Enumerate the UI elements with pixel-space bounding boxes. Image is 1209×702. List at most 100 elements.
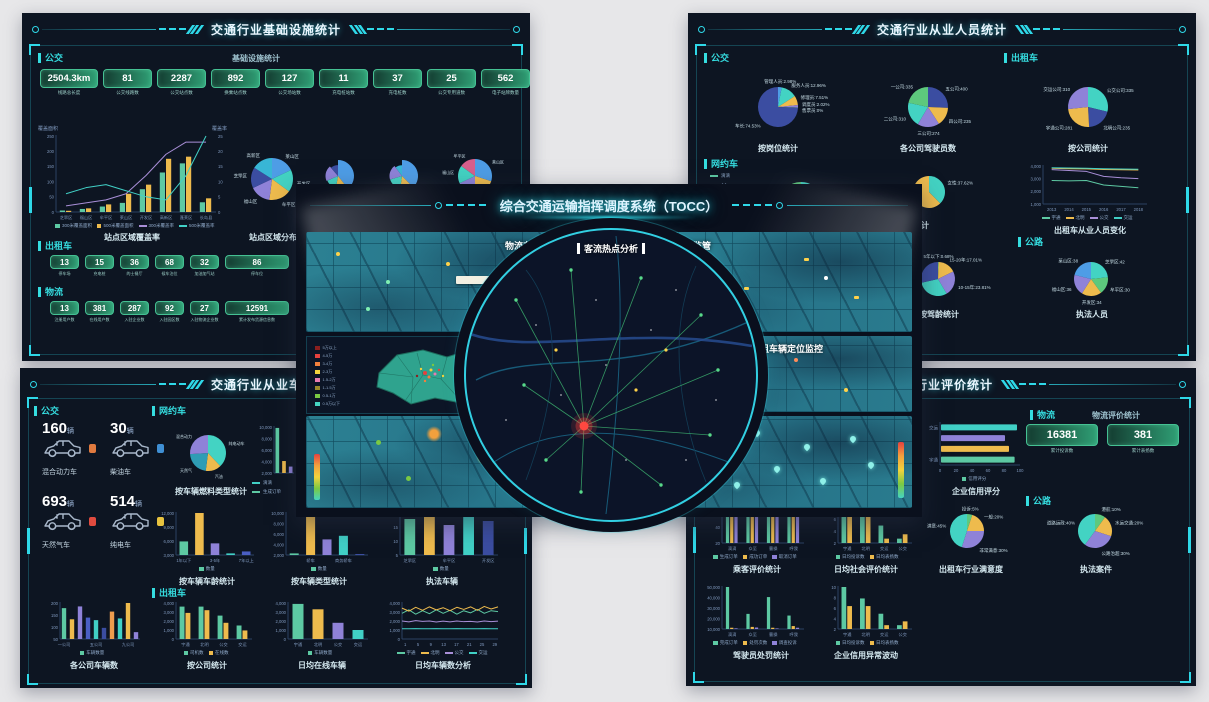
svg-text:5: 5 — [396, 553, 399, 558]
chart-title: 执法车辆 — [426, 577, 458, 586]
legend-item[interactable]: 车辆数量 — [79, 650, 104, 656]
legend-item[interactable]: 北明 — [1065, 215, 1085, 221]
legend-item[interactable]: 滴滴 — [710, 173, 730, 179]
stat-box: 36 — [120, 255, 149, 269]
legend-item[interactable]: 交运 — [1113, 215, 1133, 221]
legend-swatch — [208, 650, 213, 656]
legend-item[interactable]: 车辆数量 — [307, 650, 332, 656]
law-staff-pie[interactable]: 芝罘区:42 牟平区:30 开发区:34 福山区:36 莱山区:38 — [1052, 251, 1131, 307]
legend-item[interactable]: 3-4万 — [315, 361, 340, 367]
legend-item[interactable]: 300米覆盖率 — [138, 223, 174, 229]
svg-text:3,000: 3,000 — [276, 610, 287, 615]
svg-text:4: 4 — [834, 616, 837, 621]
map-tooltip — [456, 276, 490, 284]
credit-score-chart[interactable]: 交运 宇通 0 20 40 60 80 100 信用评分 — [924, 420, 1024, 482]
legend-item[interactable]: 日均表扬数 — [869, 554, 899, 560]
driver-pie[interactable]: 五公司:400 四公司:235 三公司:274 二公司:310 一公司:335 — [884, 75, 972, 139]
legend-item[interactable]: 完成订单 — [713, 640, 738, 646]
driver-punish-chart[interactable]: 50,000 40,000 30,000 20,000 10,000 滴滴 众至 曹操 呼我 完成… — [702, 584, 808, 646]
legend-item[interactable]: 5万以上 — [315, 345, 340, 351]
header-circle-icon — [30, 380, 37, 388]
legend-item[interactable]: 数量 — [199, 566, 215, 572]
legend-item[interactable]: 500米覆盖面积 — [96, 223, 134, 229]
svg-text:29: 29 — [492, 642, 497, 647]
law-vehicle-chart[interactable]: 2015105芝罘区牟平区开发区数量 — [380, 510, 502, 572]
legend-item[interactable]: 1-1.5万 — [315, 385, 340, 391]
svg-text:1: 1 — [404, 642, 407, 647]
legend-swatch — [315, 345, 320, 351]
chart-svg: 2015105芝罘区牟平区开发区 — [393, 511, 498, 564]
legend-item[interactable]: 交运 — [468, 650, 488, 656]
chart-title: 按公司统计 — [187, 661, 227, 670]
legend-item[interactable]: 宇通 — [1041, 215, 1061, 221]
coverage-chart[interactable]: 250 200 150 100 50 0 25 20 15 10 5 0 芝罘区 福山区 牟平区 莱山区 开发区… — [36, 133, 234, 229]
svg-text:四公司:235: 四公司:235 — [949, 119, 972, 124]
header-dash — [844, 28, 852, 30]
section-taxi: 出租车 — [1004, 53, 1038, 63]
legend-label: 公交 — [454, 650, 464, 655]
legend-item[interactable]: 处罚次数 — [742, 640, 767, 646]
credit-fluctuation-chart[interactable]: 10 8 6 4 2 宇通 北明 交运 公交 日均投诉数 日均表扬数 — [818, 584, 916, 646]
legend-item[interactable]: 北明 — [420, 650, 440, 656]
legend-item[interactable]: 300米覆盖面积 — [55, 223, 92, 229]
panel-title: 交通行业基础设施统计 — [211, 22, 342, 37]
legend-swatch — [420, 652, 429, 654]
company-vehicle-chart[interactable]: 200 150 100 50 一公司 五公司 九公司 车辆数量 — [40, 600, 144, 656]
daily-analysis-chart[interactable]: 4,000 3,000 2,000 1,000 0 1 5 9 13 17 21 25 29 宇通 北明 公交… — [382, 600, 502, 656]
svg-text:0: 0 — [398, 637, 401, 642]
legend-item[interactable]: 在线数 — [208, 650, 229, 656]
legend-swatch — [710, 175, 718, 177]
satisfaction-pie[interactable]: 投诉:5% 一般:20% 非常满意:30% 满意:45% — [927, 504, 1008, 558]
legend-item[interactable]: 日均投诉数 — [835, 554, 865, 560]
job-pie[interactable]: 管理人员:2.98% 服务人员:12.96% 修理员:7.51% 调度员:2.02% 售… — [735, 75, 829, 139]
legend-label: 公交 — [1099, 215, 1109, 220]
driving-age-pie[interactable]: 5年以下:0.68% 15-20年:17.01% 10-15年:23.81% — [906, 251, 991, 307]
legend-item[interactable]: 500米覆盖率 — [179, 223, 215, 229]
legend-item[interactable]: 生成订单 — [713, 554, 738, 560]
vehicle-age-chart[interactable]: 12,000 9,000 6,000 3,000 1年以下 3-5年 7年以上 数量 — [156, 510, 258, 572]
legend-item[interactable]: 2-3万 — [315, 369, 340, 375]
wyc-order-chart[interactable]: 10,000 8,000 6,000 4,000 2,000 — [254, 424, 298, 476]
legend-item[interactable]: 日均表扬数 — [869, 640, 899, 646]
taxi-company-pie[interactable]: 公交公司:335 北明公司:235 宇通公司:281 交运公司:310 — [1043, 75, 1134, 139]
car-icon — [44, 440, 81, 458]
district-pie[interactable]: 莱山区开发区牟平区 福山区 芝罘区 高新区 — [234, 139, 311, 219]
legend-item[interactable]: 公交 — [1089, 215, 1109, 221]
legend-item[interactable]: 数量 — [433, 566, 449, 572]
svg-text:众至: 众至 — [749, 632, 757, 637]
svg-text:女性:37.62%: 女性:37.62% — [948, 179, 974, 186]
legend-item[interactable]: 宇通 — [396, 650, 416, 656]
svg-text:交运: 交运 — [354, 641, 363, 648]
daily-online-chart[interactable]: 4,000 3,000 2,000 1,000 0 宇通 北明 公交 交运 车辆数量 — [268, 600, 372, 656]
legend-item[interactable]: 日均投诉数 — [835, 640, 865, 646]
legend-item[interactable]: 滴滴 — [252, 480, 281, 486]
stat-box: 27 — [190, 301, 219, 315]
taxi-company-chart[interactable]: 4,000 3,000 2,000 1,000 0 宇通 北明 公交 交运 司机数 在线数 — [156, 600, 256, 656]
svg-text:芝罘区:42: 芝罘区:42 — [1105, 258, 1125, 265]
legend-item[interactable]: 取消订单 — [772, 554, 797, 560]
staff-line-chart[interactable]: 4,000 3,000 2,000 1,000 2013 2014 2015 2016 2017… — [1023, 163, 1151, 221]
legend-item[interactable]: 数量 — [311, 566, 327, 572]
rose-pie[interactable] — [312, 143, 364, 209]
legend-item[interactable]: 司机数 — [183, 650, 204, 656]
stat-label: 线路总长度 — [57, 90, 81, 95]
fuel-type-pie[interactable]: 纯电动车 汽油 天然气 混合动力 — [176, 424, 244, 482]
legend-item[interactable]: 成功订单 — [742, 554, 767, 560]
legend-item[interactable]: 公交 — [444, 650, 464, 656]
vehicle-type-chart[interactable]: 10,000 8,000 6,000 4,000 2,000 轿车 商务轿车 数量 — [266, 510, 372, 572]
svg-text:北明: 北明 — [862, 631, 870, 638]
hotspot-circle-map[interactable]: 客流热点分析 — [464, 228, 758, 522]
legend-item[interactable]: 4-5万 — [315, 353, 340, 359]
legend-item[interactable]: 1.5-2万 — [315, 377, 340, 383]
legend-item[interactable]: 0.5万以下 — [315, 401, 340, 407]
legend-item[interactable]: 生成订单 — [252, 489, 281, 495]
legend-item[interactable]: 0.5-1万 — [315, 393, 340, 399]
legend-item[interactable]: 信用评分 — [961, 476, 986, 482]
law-case-pie[interactable]: 港航:10% 水运交通:20% 公路治超:30% 道路运政:40% — [1047, 504, 1143, 558]
header-dash — [467, 204, 475, 206]
svg-text:4,000: 4,000 — [274, 542, 285, 547]
header-line — [708, 28, 822, 30]
stat-item: 381 累计表扬数 — [1107, 424, 1179, 454]
svg-text:2,000: 2,000 — [276, 619, 287, 624]
legend-item[interactable]: 调查投诉 — [772, 640, 797, 646]
